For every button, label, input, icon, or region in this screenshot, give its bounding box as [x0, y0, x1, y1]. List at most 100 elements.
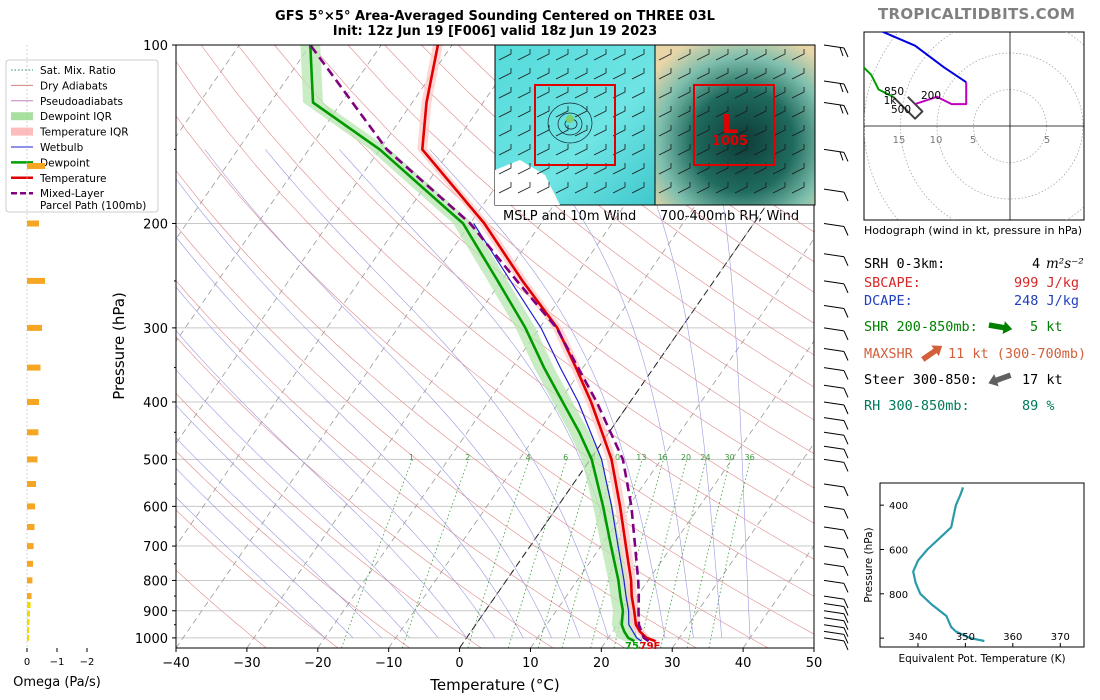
- inset-barb: [658, 68, 672, 80]
- profile-wetbulb: [473, 223, 642, 642]
- hodograph-caption: Hodograph (wind in kt, pressure in hPa): [864, 224, 1083, 237]
- hodograph-ring-label: 5: [1044, 135, 1050, 146]
- wind-barb-flag: [843, 634, 849, 644]
- wind-barb-flag: [839, 104, 844, 114]
- stat-arrow-5: [988, 372, 1012, 387]
- isotherm: [601, 340, 814, 648]
- inset-barb: [658, 182, 672, 194]
- inset-barb: [612, 87, 626, 99]
- inset-barb: [631, 106, 645, 118]
- inset-barb: [734, 106, 748, 118]
- inset-barb: [612, 125, 626, 137]
- omega-bar: [27, 324, 42, 331]
- inset-mslp-box: [534, 84, 616, 166]
- wind-barb-shaft: [823, 223, 845, 227]
- skewt-axes: −40 −30 −20 −10 0 10 20 30 40 50 100 200 300 400 500 60…: [110, 39, 822, 694]
- dry-adiabat: [384, 45, 814, 388]
- inset-barb: [574, 144, 588, 156]
- omega-bar: [27, 364, 41, 371]
- inset-barb: [517, 144, 531, 156]
- stat-maxshr-value: 11 kt (300-700mb): [948, 346, 1087, 362]
- mixing-ratio-label: 4: [526, 453, 531, 462]
- wind-barb: [823, 610, 849, 624]
- mixing-ratio-line: [561, 459, 617, 648]
- inset-barb: [696, 144, 710, 156]
- hodograph-ring-label: 5: [970, 135, 976, 146]
- inset-barb: [677, 106, 691, 118]
- legend-label: Temperature: [39, 173, 107, 185]
- mixing-ratio-line: [708, 459, 751, 648]
- thetae-x-tick-label: 340: [908, 632, 927, 643]
- wind-barb-flag: [843, 83, 849, 94]
- legend-label: Dewpoint IQR: [40, 111, 112, 123]
- surface-temperature-label: 79F: [640, 641, 661, 652]
- profile-mixed-layer-parcel-path-100mb-: [309, 45, 650, 643]
- stat-rh-label: RH 300-850mb:: [864, 398, 970, 414]
- pseudoadiabat: [533, 149, 694, 638]
- wind-barb-shaft: [823, 505, 845, 510]
- wind-barb-flag: [843, 509, 849, 519]
- y-tick-label: 400: [143, 396, 168, 411]
- brand-watermark: TROPICALTIDBITS.COM: [878, 5, 1076, 23]
- thetae-profile: [912, 487, 985, 643]
- pseudoadiabat: [176, 330, 467, 639]
- wind-barb-shaft: [823, 384, 845, 389]
- thetae-y-tick-label: 600: [889, 545, 908, 556]
- inset-barb: [677, 49, 691, 61]
- omega-bar: [27, 619, 30, 625]
- inset-barb: [734, 49, 748, 61]
- mslp-center-marker: [566, 115, 574, 123]
- inset-barb: [517, 125, 531, 137]
- omega-axis-label: Omega (Pa/s): [13, 675, 101, 690]
- inset-barb: [753, 68, 767, 80]
- wind-barb-flag: [843, 420, 849, 430]
- mixing-ratio-label: 16: [658, 453, 668, 462]
- mslp-isobar-outer: [547, 102, 593, 144]
- dry-adiabat: [347, 45, 814, 421]
- wind-barb-shaft: [823, 348, 845, 352]
- x-tick-label: −10: [375, 656, 402, 671]
- stat-sbcape-label: SBCAPE:: [864, 275, 921, 291]
- inset-barb: [517, 182, 531, 194]
- inset-barb: [791, 144, 805, 156]
- hodograph-ring-label: 15: [893, 135, 906, 146]
- wind-barb-shaft: [823, 624, 845, 629]
- y-tick-label: 800: [143, 574, 168, 589]
- wind-barb-shaft: [823, 610, 845, 615]
- y-tick-label: 500: [143, 453, 168, 468]
- inset-barb: [498, 106, 512, 118]
- chart-subtitle: Init: 12z Jun 19 [F006] valid 18z Jun 19…: [332, 24, 658, 39]
- wind-barb-flag: [843, 283, 849, 294]
- wind-barb-shaft: [823, 417, 845, 422]
- dry-adiabat: [200, 45, 814, 560]
- inset-barb: [715, 68, 729, 80]
- stat-dcape-label: DCAPE:: [864, 293, 913, 309]
- wind-barb: [823, 545, 849, 559]
- dry-adiabat: [176, 569, 267, 648]
- inset-barb: [593, 68, 607, 80]
- wind-barb-flag: [843, 566, 849, 577]
- stat-steer: Steer 300-850: 17 kt: [864, 372, 1063, 388]
- wind-barb-shaft: [823, 617, 845, 622]
- inset-barb: [772, 49, 786, 61]
- wind-barb-flag: [843, 462, 849, 472]
- legend-label: Dewpoint: [40, 157, 90, 169]
- stat-arrow-shape: [988, 321, 1013, 335]
- x-tick-label: −30: [233, 656, 260, 671]
- inset-barb: [536, 144, 550, 156]
- inset-barb: [593, 144, 607, 156]
- wind-barb: [823, 253, 849, 267]
- inset-barb: [536, 106, 550, 118]
- wind-barb-shaft: [823, 367, 845, 372]
- inset-barb: [555, 144, 569, 156]
- inset-barb: [517, 106, 531, 118]
- wind-barb-flag: [839, 151, 844, 161]
- inset-barb: [753, 49, 767, 61]
- inset-barb: [555, 49, 569, 61]
- inset-barb: [612, 144, 626, 156]
- pseudoadiabat: [176, 236, 524, 639]
- legend-swatch: [11, 112, 33, 121]
- mixing-ratio-label: 1: [409, 453, 414, 462]
- hodograph-level-label: 1k: [884, 95, 898, 107]
- dry-adiabat: [176, 509, 339, 648]
